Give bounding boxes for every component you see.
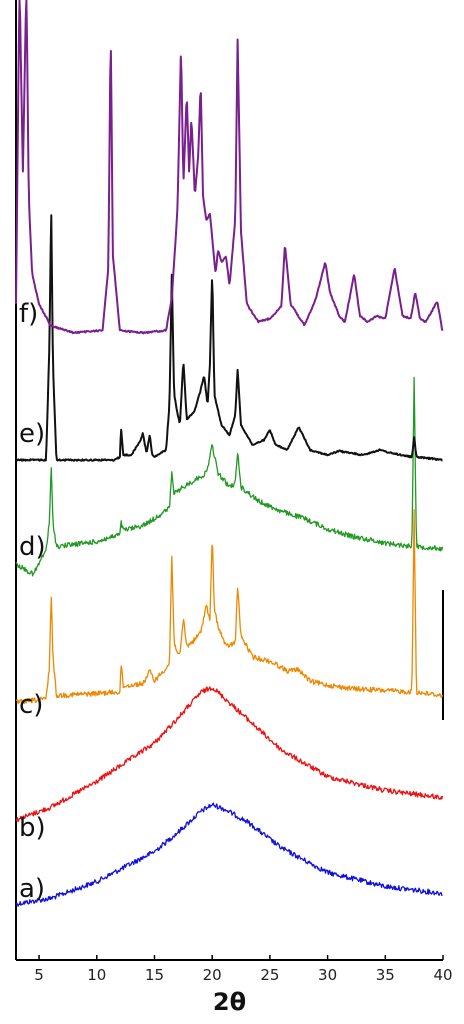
series-line-6 (15, 0, 444, 335)
series-label-1: a) (19, 874, 45, 904)
series-label-2: b) (19, 813, 46, 843)
series-line-1 (15, 802, 443, 907)
curve-labels: a) b) c) d) e) f) (19, 299, 46, 904)
x-ticks: 5 10 15 20 25 30 35 40 (34, 955, 453, 984)
series-label-5: e) (19, 419, 45, 449)
series-line-4 (15, 376, 444, 577)
x-tick-label: 15 (145, 966, 164, 984)
curves (15, 0, 444, 907)
x-axis-label: 2θ (213, 988, 246, 1016)
series-line-2 (15, 686, 444, 823)
series-label-6: f) (19, 299, 38, 329)
series-line-5 (15, 214, 443, 462)
x-tick-label: 40 (433, 966, 452, 984)
series-label-4: d) (19, 532, 46, 562)
plot-frame (15, 0, 444, 961)
series-line-3 (16, 509, 444, 705)
x-tick-label: 30 (318, 966, 337, 984)
x-tick-label: 25 (260, 966, 279, 984)
x-tick-label: 20 (203, 966, 222, 984)
x-tick-label: 35 (376, 966, 395, 984)
x-tick-label: 5 (34, 966, 44, 984)
series-label-3: c) (19, 690, 43, 720)
x-tick-label: 10 (87, 966, 106, 984)
